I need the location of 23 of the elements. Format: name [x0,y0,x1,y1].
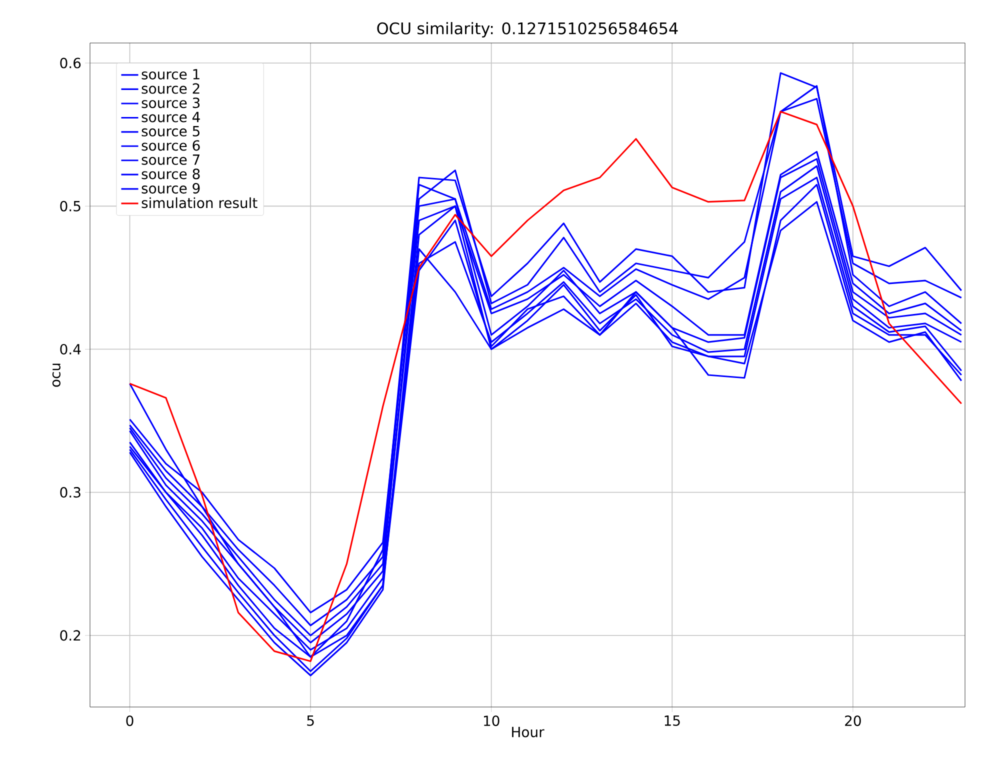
legend-label: source 5 [142,126,200,136]
legend-label: simulation result [142,197,258,208]
x-tick-label: 5 [307,716,314,726]
y-tick-label: 0.3 [60,487,80,498]
x-tick-label: 20 [845,716,861,726]
legend-label: source 4 [142,112,200,122]
x-tick-label: 15 [664,716,680,726]
x-tick-label: 0 [126,716,134,726]
legend-label: source 9 [142,183,200,194]
legend-label: source 2 [142,83,200,94]
legend-label: source 7 [142,154,200,165]
y-tick-label: 0.6 [60,58,81,68]
x-tick-label: 10 [484,716,500,726]
y-tick-label: 0.5 [60,200,80,212]
y-tick-label: 0.2 [60,630,80,641]
legend-label: source 3 [142,98,200,108]
x-axis-title: Hour [512,726,544,738]
legend-label: source 6 [142,140,200,151]
legend-label: source 1 [142,69,200,80]
legend-label: source 8 [142,168,200,180]
y-axis-title: ocu [52,364,60,387]
y-tick-label: 0.4 [60,344,81,355]
chart-title: OCU similarity: 0.1271510256584654 [377,22,678,38]
